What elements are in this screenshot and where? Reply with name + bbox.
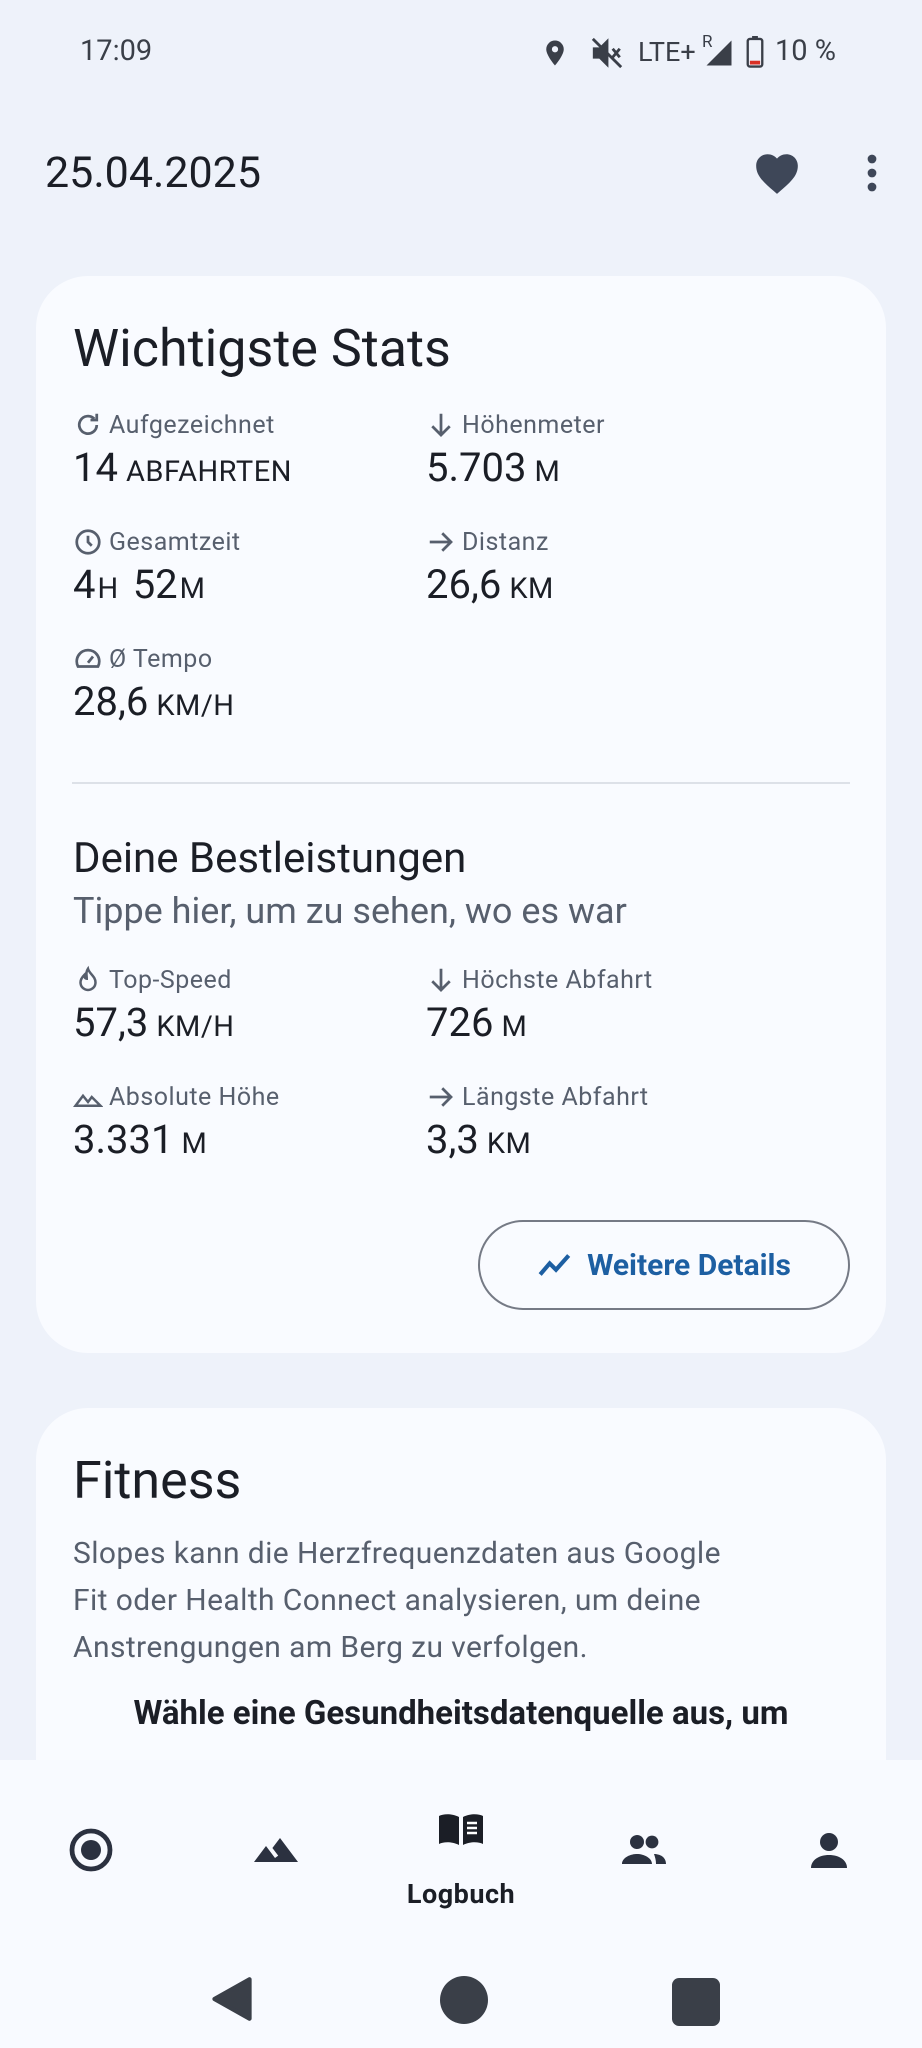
system-home[interactable] xyxy=(440,1976,488,2024)
value-unit: ABFAHRTEN xyxy=(125,455,292,489)
fitness-prompt: Wähle eine Gesundheitsdatenquelle aus, u… xyxy=(133,1694,789,1733)
mute-icon xyxy=(591,37,623,69)
signal-icon xyxy=(706,40,732,66)
stats-card: Wichtigste Stats Deine Bestleistungen Ti… xyxy=(36,276,886,1353)
stat-icon xyxy=(79,965,97,992)
value-unit: M xyxy=(181,1127,208,1161)
value-number: 57,3 xyxy=(73,999,149,1046)
stat-label: Ø Tempo xyxy=(73,644,213,674)
stat-value: 5.703 M xyxy=(426,444,560,491)
location-icon xyxy=(546,40,564,66)
label-text: Höchste Abfahrt xyxy=(462,965,653,995)
nav-logbook[interactable] xyxy=(437,1806,485,1854)
value-number: 3.331 xyxy=(73,1116,174,1163)
value-number: 52 xyxy=(132,561,178,608)
stat-label: Top-Speed xyxy=(73,965,232,995)
stat-value: 726 M xyxy=(426,999,527,1046)
value-unit: KM xyxy=(486,1127,532,1161)
value-unit: H xyxy=(97,572,119,606)
stat-icon xyxy=(431,413,451,437)
more-menu-button[interactable] xyxy=(858,152,886,194)
date-title: 25.04.2025 xyxy=(45,148,262,198)
system-recents[interactable] xyxy=(672,1978,720,2026)
card-title: Wichtigste Stats xyxy=(73,318,451,379)
value-number: 28,6 xyxy=(73,678,149,725)
value-number: 3,3 xyxy=(426,1116,479,1163)
system-back[interactable] xyxy=(208,1975,256,2023)
details-button[interactable]: Weitere Details xyxy=(478,1220,850,1310)
label-text: Distanz xyxy=(462,527,549,557)
nav-profile[interactable] xyxy=(805,1826,853,1874)
value-unit: KM/H xyxy=(156,689,235,723)
battery-icon xyxy=(746,36,764,68)
nav-resorts[interactable] xyxy=(252,1826,300,1874)
label-text: Top-Speed xyxy=(109,965,232,995)
stat-label: Distanz xyxy=(426,527,549,557)
text-line: Slopes kann die Herzfrequenzdaten aus Go… xyxy=(73,1536,721,1571)
value-number: 14 xyxy=(73,444,118,491)
label-text: Höhenmeter xyxy=(462,410,606,440)
section-title: Deine Bestleistungen xyxy=(73,834,467,883)
nav-label: Logbuch xyxy=(406,1878,516,1910)
label-text: Längste Abfahrt xyxy=(462,1082,649,1112)
stat-label: Längste Abfahrt xyxy=(426,1082,649,1112)
section-subtitle[interactable]: Tippe hier, um zu sehen, wo es war xyxy=(73,890,627,932)
value-unit: M xyxy=(179,572,206,606)
value-number: 726 xyxy=(426,999,494,1046)
stat-icon xyxy=(429,532,453,552)
stat-label: Aufgezeichnet xyxy=(73,410,275,440)
stat-icon xyxy=(75,648,101,668)
stat-value: 57,3 KM/H xyxy=(73,999,234,1046)
stat-label: Höchste Abfahrt xyxy=(426,965,653,995)
text-line: Anstrengungen am Berg zu verfolgen. xyxy=(73,1630,588,1665)
value-unit: KM/H xyxy=(156,1010,235,1044)
label-text: Absolute Höhe xyxy=(109,1082,280,1112)
stat-value: 26,6 KM xyxy=(426,561,554,608)
stat-value: 4H 52M xyxy=(73,561,205,608)
label-text: Gesamtzeit xyxy=(109,527,241,557)
value-number: 4 xyxy=(73,561,96,608)
stat-icon xyxy=(75,529,101,555)
nav-record[interactable] xyxy=(67,1826,115,1874)
fitness-text: Slopes kann die Herzfrequenzdaten aus Go… xyxy=(73,1530,721,1671)
label-text: Ø Tempo xyxy=(109,644,213,674)
nav-friends[interactable] xyxy=(620,1826,668,1874)
clock: 17:09 xyxy=(80,34,153,68)
stat-value: 14 ABFAHRTEN xyxy=(73,444,292,491)
favorite-button[interactable] xyxy=(752,150,802,196)
stat-value: 3,3 KM xyxy=(426,1116,531,1163)
stat-label: Gesamtzeit xyxy=(73,527,241,557)
trend-icon xyxy=(538,1254,571,1276)
stat-icon xyxy=(77,413,99,435)
card-title: Fitness xyxy=(73,1450,242,1511)
stat-icon xyxy=(73,1093,103,1107)
button-label: Weitere Details xyxy=(587,1247,791,1283)
value-unit: M xyxy=(501,1010,528,1044)
stat-label: Absolute Höhe xyxy=(73,1082,280,1112)
stat-icon xyxy=(431,968,451,992)
network-label: LTE+ xyxy=(638,36,696,68)
battery-label: 10 % xyxy=(775,34,837,68)
value-number: 26,6 xyxy=(426,561,502,608)
stat-label: Höhenmeter xyxy=(426,410,605,440)
stat-value: 3.331 M xyxy=(73,1116,207,1163)
stat-value: 28,6 KM/H xyxy=(73,678,234,725)
value-unit: M xyxy=(534,455,561,489)
text-line: Fit oder Health Connect analysieren, um … xyxy=(73,1583,701,1618)
value-unit: KM xyxy=(509,572,554,606)
divider xyxy=(72,782,850,784)
label-text: Aufgezeichnet xyxy=(109,410,275,440)
stat-icon xyxy=(429,1087,453,1107)
roaming-label: R xyxy=(702,32,713,52)
bottom-nav: Logbuch xyxy=(0,1760,922,2048)
fitness-card: Fitness Slopes kann die Herzfrequenzdate… xyxy=(36,1408,886,1908)
value-number: 5.703 xyxy=(426,444,527,491)
